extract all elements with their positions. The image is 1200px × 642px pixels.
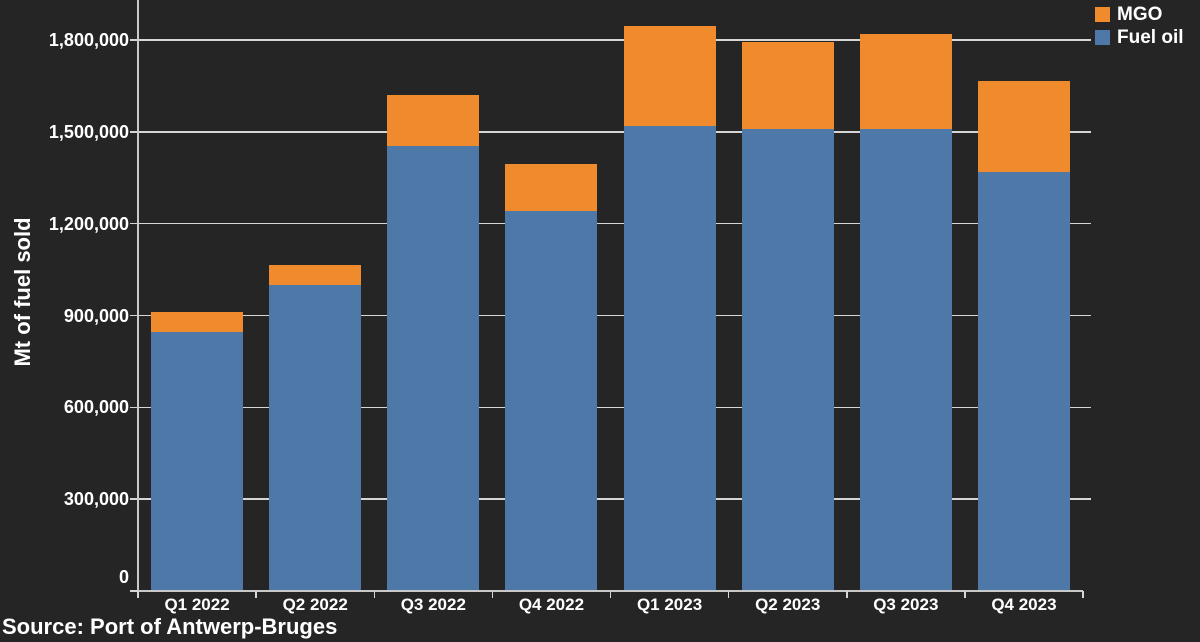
x-tick	[846, 591, 848, 598]
bar-segment-q4-2023-fuel-oil	[977, 171, 1070, 591]
source-caption: Source: Port of Antwerp-Bruges	[2, 614, 338, 639]
legend: MGO Fuel oil	[1095, 4, 1184, 48]
bar-segment-q1-2023-mgo	[623, 26, 716, 126]
y-tick-left	[130, 498, 138, 500]
bar-segment-q3-2022-fuel-oil	[387, 145, 480, 591]
bar-segment-q2-2023-fuel-oil	[741, 128, 834, 591]
y-tick-label: 1,800,000	[48, 30, 129, 50]
y-tick-left	[130, 406, 138, 409]
y-tick-right	[1083, 314, 1091, 317]
y-tick-label: 0	[118, 567, 129, 587]
gridline-1500000	[138, 131, 1083, 133]
legend-label-mgo: MGO	[1117, 4, 1163, 25]
y-tick-right	[1083, 498, 1091, 500]
bar-segment-q4-2023-mgo	[977, 81, 1070, 172]
gridline-600000	[138, 406, 1083, 409]
x-tick	[727, 591, 730, 598]
x-tick	[255, 591, 257, 598]
bar-segment-q4-2022-fuel-oil	[505, 211, 598, 591]
bar-segment-q1-2022-fuel-oil	[151, 332, 244, 591]
y-axis-line	[137, 0, 139, 591]
bar-segment-q2-2022-mgo	[269, 264, 362, 285]
legend-item-fuel-oil: Fuel oil	[1095, 27, 1184, 48]
x-tick-label-q3-2023: Q3 2023	[873, 595, 939, 614]
legend-swatch-mgo	[1095, 7, 1110, 22]
gridline-1800000	[138, 39, 1083, 41]
x-tick	[137, 591, 139, 598]
x-tick-label-q2-2023: Q2 2023	[755, 595, 821, 614]
legend-swatch-fuel-oil	[1095, 30, 1110, 45]
x-tick	[1082, 591, 1084, 598]
y-tick-left	[130, 39, 138, 41]
x-tick-label-q1-2023: Q1 2023	[636, 595, 703, 614]
gridline-900000	[138, 314, 1083, 317]
x-tick	[491, 591, 494, 598]
y-tick-left	[130, 590, 138, 592]
y-tick-left	[130, 314, 138, 317]
bar-segment-q3-2022-mgo	[387, 95, 480, 146]
y-tick-label: 300,000	[63, 489, 129, 510]
legend-label-fuel-oil: Fuel oil	[1117, 27, 1184, 48]
bar-segment-q3-2023-fuel-oil	[859, 128, 952, 591]
y-tick-left	[130, 131, 138, 133]
gridline-1200000	[138, 222, 1083, 225]
y-tick-right	[1083, 406, 1091, 409]
y-tick-label: 600,000	[63, 397, 129, 418]
y-tick-label: 1,500,000	[48, 121, 129, 142]
bar-segment-q3-2023-mgo	[859, 33, 952, 129]
y-axis-title: Mt of fuel sold	[10, 217, 35, 367]
x-tick	[609, 591, 612, 598]
x-tick-label-q3-2022: Q3 2022	[400, 595, 466, 614]
x-tick-label-q4-2022: Q4 2022	[518, 595, 585, 614]
bar-segment-q2-2023-mgo	[741, 41, 834, 129]
bar-segment-q4-2022-mgo	[505, 163, 598, 212]
bar-segment-q2-2022-fuel-oil	[269, 284, 362, 591]
x-tick-label-q2-2022: Q2 2022	[282, 595, 348, 614]
y-tick-right	[1083, 222, 1091, 225]
y-tick-right	[1083, 131, 1091, 133]
y-tick-label: 1,200,000	[48, 213, 129, 234]
bar-segment-q1-2022-mgo	[151, 312, 244, 333]
x-tick-label-q1-2022: Q1 2022	[164, 595, 230, 614]
y-tick-left	[130, 222, 138, 225]
y-tick-label: 900,000	[63, 305, 129, 326]
bar-segment-q1-2023-fuel-oil	[623, 125, 716, 591]
gridline-300000	[138, 498, 1083, 500]
x-tick-label-q4-2023: Q4 2023	[991, 595, 1057, 614]
y-tick-right	[1083, 39, 1091, 41]
x-tick	[373, 591, 375, 598]
x-tick	[964, 591, 966, 598]
legend-item-mgo: MGO	[1095, 4, 1184, 25]
